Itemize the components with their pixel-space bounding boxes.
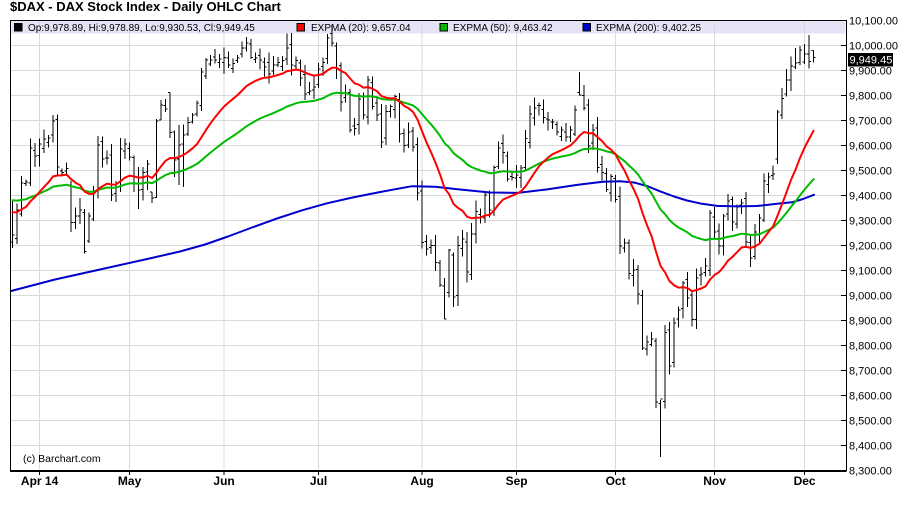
svg-text:EXPMA (20): 9,657.04: EXPMA (20): 9,657.04 [311,23,411,34]
svg-text:8,600.00: 8,600.00 [849,391,892,403]
svg-text:9,700.00: 9,700.00 [849,116,892,128]
svg-text:9,900.00: 9,900.00 [849,66,892,78]
svg-text:Dec: Dec [794,474,816,488]
svg-text:10,100.00: 10,100.00 [849,16,898,28]
svg-text:Jul: Jul [310,474,327,488]
svg-text:Jun: Jun [213,474,234,488]
svg-text:9,300.00: 9,300.00 [849,216,892,228]
svg-text:$DAX - DAX Stock Index - Daily: $DAX - DAX Stock Index - Daily OHLC Char… [10,0,282,14]
svg-text:9,400.00: 9,400.00 [849,191,892,203]
svg-text:9,800.00: 9,800.00 [849,91,892,103]
svg-text:8,900.00: 8,900.00 [849,316,892,328]
svg-text:9,949.45: 9,949.45 [850,55,893,67]
svg-text:8,300.00: 8,300.00 [849,466,892,478]
svg-text:Oct: Oct [606,474,626,488]
svg-text:Apr 14: Apr 14 [21,474,59,488]
svg-text:9,600.00: 9,600.00 [849,141,892,153]
svg-text:Op:9,978.89, Hi:9,978.89, Lo:9: Op:9,978.89, Hi:9,978.89, Lo:9,930.53, C… [28,23,255,34]
svg-text:Nov: Nov [703,474,726,488]
svg-text:May: May [118,474,142,488]
svg-text:Sep: Sep [506,474,528,488]
svg-text:9,000.00: 9,000.00 [849,291,892,303]
svg-text:8,800.00: 8,800.00 [849,341,892,353]
svg-text:EXPMA (200): 9,402.25: EXPMA (200): 9,402.25 [596,23,702,34]
svg-text:EXPMA (50): 9,463.42: EXPMA (50): 9,463.42 [453,23,553,34]
svg-text:9,100.00: 9,100.00 [849,266,892,278]
svg-text:10,000.00: 10,000.00 [849,41,898,53]
svg-text:8,400.00: 8,400.00 [849,441,892,453]
svg-text:9,500.00: 9,500.00 [849,166,892,178]
svg-text:Aug: Aug [410,474,433,488]
svg-text:8,700.00: 8,700.00 [849,366,892,378]
svg-text:(c) Barchart.com: (c) Barchart.com [23,453,101,465]
svg-text:8,500.00: 8,500.00 [849,416,892,428]
svg-text:9,200.00: 9,200.00 [849,241,892,253]
